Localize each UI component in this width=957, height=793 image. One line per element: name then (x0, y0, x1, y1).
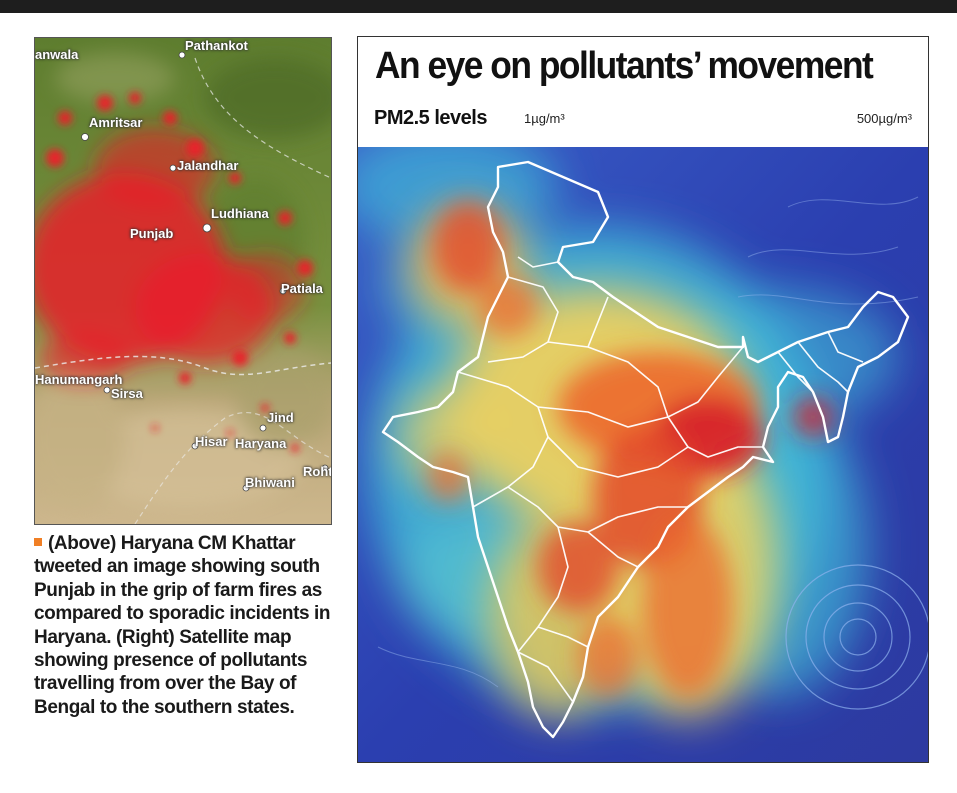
label-jalandhar: Jalandhar (177, 158, 239, 173)
label-rohtak-partial: Rohtak (303, 464, 331, 479)
cyclone-swirl (785, 564, 928, 710)
caption-text: (Above) Haryana CM Khattar tweeted an im… (34, 533, 331, 718)
top-band (0, 0, 957, 13)
label-haryana: Haryana (235, 436, 287, 451)
state-borders (457, 256, 864, 703)
label-jind: Jind (267, 410, 294, 425)
label-gurdaspur-partial: anwala (35, 47, 79, 62)
legend-label: PM2.5 levels (374, 107, 487, 129)
legend-min: 1µg/m³ (524, 111, 565, 126)
label-amritsar: Amritsar (89, 115, 143, 130)
pm25-satellite-map (358, 147, 928, 762)
caption-bullet (34, 537, 42, 546)
label-pathankot: Pathankot (185, 38, 248, 53)
label-hanumangarh: Hanumangarh (35, 372, 123, 387)
india-outline (381, 160, 910, 739)
pollutant-panel: An eye on pollutants’ movement PM2.5 lev… (357, 36, 929, 763)
label-sirsa: Sirsa (111, 386, 143, 401)
label-patiala: Patiala (281, 281, 323, 296)
label-punjab: Punjab (130, 226, 174, 241)
panel-title: An eye on pollutants’ movement (375, 45, 874, 87)
fire-map-graphic (35, 38, 331, 524)
photo-caption: (Above) Haryana CM Khattar tweeted an im… (34, 532, 334, 719)
label-hisar: Hisar (195, 434, 228, 449)
label-bhiwani: Bhiwani (245, 475, 295, 490)
pm25-map-graphic (358, 147, 928, 762)
farm-fire-satellite-map: Pathankot anwala Amritsar Jalandhar Ludh… (34, 37, 332, 525)
legend-max: 500µg/m³ (856, 111, 912, 126)
label-ludhiana: Ludhiana (211, 206, 269, 221)
